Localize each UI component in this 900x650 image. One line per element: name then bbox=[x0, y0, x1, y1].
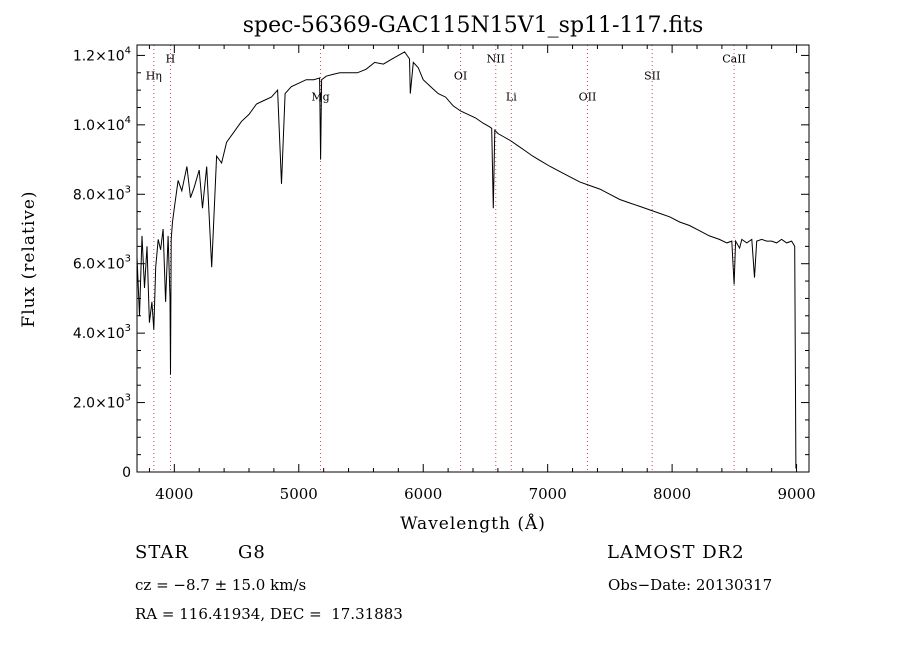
spectrum-series bbox=[136, 51, 797, 469]
spectral-line-markers: Hη H Mg OI NII Li OII SII CaII bbox=[146, 45, 746, 472]
coordinates: RA = 116.41934, DEC = 17.31883 bbox=[135, 605, 403, 623]
y-tick-label: 1.2×104 bbox=[73, 45, 131, 64]
line-marker-label: Mg bbox=[311, 91, 329, 104]
y-axis: 0 2.0×103 4.0×103 6.0×103 8.0×103 1.0×104 1.2×… bbox=[73, 45, 809, 481]
spectrum-line bbox=[136, 51, 797, 469]
object-subclass: G8 bbox=[238, 542, 266, 563]
x-tick-label: 5000 bbox=[280, 485, 318, 503]
y-tick-label: 2.0×103 bbox=[73, 393, 131, 412]
x-tick-label: 7000 bbox=[529, 485, 567, 503]
redshift-cz: cz = −8.7 ± 15.0 km/s bbox=[135, 576, 307, 594]
object-class: STAR bbox=[135, 542, 189, 563]
y-tick-label: 1.0×104 bbox=[73, 115, 131, 134]
x-tick-label: 4000 bbox=[155, 485, 193, 503]
chart-title: spec-56369-GAC115N15V1_sp11-117.fits bbox=[243, 13, 704, 38]
survey-name: LAMOST DR2 bbox=[607, 542, 745, 563]
y-tick-label: 8.0×103 bbox=[73, 184, 131, 203]
line-marker-label: SII bbox=[644, 70, 660, 83]
x-tick-label: 6000 bbox=[404, 485, 442, 503]
line-marker-label: CaII bbox=[722, 52, 746, 65]
line-marker-label: NII bbox=[487, 52, 505, 65]
y-tick-label: 4.0×103 bbox=[73, 323, 131, 342]
x-tick-label: 8000 bbox=[653, 485, 691, 503]
observation-date: Obs−Date: 20130317 bbox=[608, 576, 773, 594]
y-axis-label: Flux (relative) bbox=[19, 190, 39, 327]
line-marker-label: H bbox=[166, 52, 176, 65]
plot-frame bbox=[136, 44, 810, 473]
x-axis-label: Wavelength (Å) bbox=[400, 513, 546, 534]
line-marker-label: OI bbox=[454, 70, 467, 83]
line-marker-label: OII bbox=[579, 91, 597, 104]
y-tick-label: 0 bbox=[122, 465, 131, 481]
y-tick-label: 6.0×103 bbox=[73, 254, 131, 273]
x-axis: 4000 5000 6000 7000 8000 9000 bbox=[148, 45, 816, 503]
line-marker-label: Li bbox=[506, 91, 517, 104]
line-marker-label: Hη bbox=[146, 70, 162, 83]
x-tick-label: 9000 bbox=[777, 485, 815, 503]
